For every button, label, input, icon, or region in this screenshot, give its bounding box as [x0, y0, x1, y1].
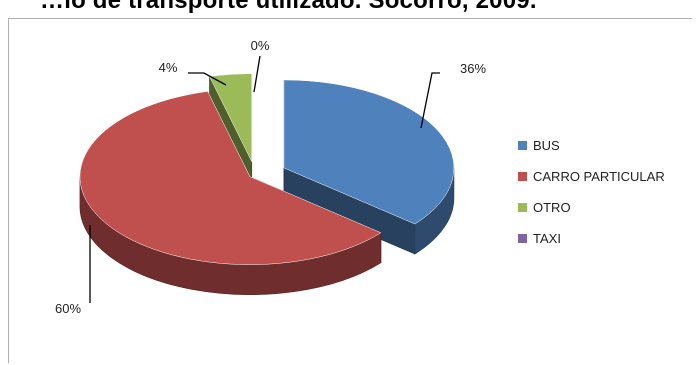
- legend-label-carro-particular: CARRO PARTICULAR: [533, 169, 665, 184]
- legend-swatch-carro-particular: [518, 172, 527, 181]
- legend-label-otro: OTRO: [533, 200, 571, 215]
- pie-slice-carro-particular: [79, 91, 382, 265]
- leader-layer: [89, 55, 440, 303]
- pie-slice-bus: [283, 79, 455, 225]
- pie-layer: [79, 73, 455, 295]
- data-label-otro: 4%: [159, 60, 178, 75]
- legend: BUS CARRO PARTICULAR OTRO TAXI: [518, 138, 665, 246]
- legend-swatch-taxi: [518, 234, 527, 243]
- data-label-carro-particular: 60%: [55, 301, 81, 316]
- legend-label-taxi: TAXI: [533, 231, 561, 246]
- legend-swatch-otro: [518, 203, 527, 212]
- data-label-bus: 36%: [460, 61, 486, 76]
- legend-label-bus: BUS: [533, 138, 560, 153]
- chart-title-text: …io de transporte utilizado. Socorro, 20…: [40, 0, 537, 14]
- legend-swatch-bus: [518, 141, 527, 150]
- chart-frame: [8, 18, 692, 363]
- label-layer: 36% 60% 4% 0%: [55, 38, 486, 316]
- chart-title: …io de transporte utilizado. Socorro, 20…: [0, 0, 696, 14]
- data-label-taxi: 0%: [251, 38, 270, 53]
